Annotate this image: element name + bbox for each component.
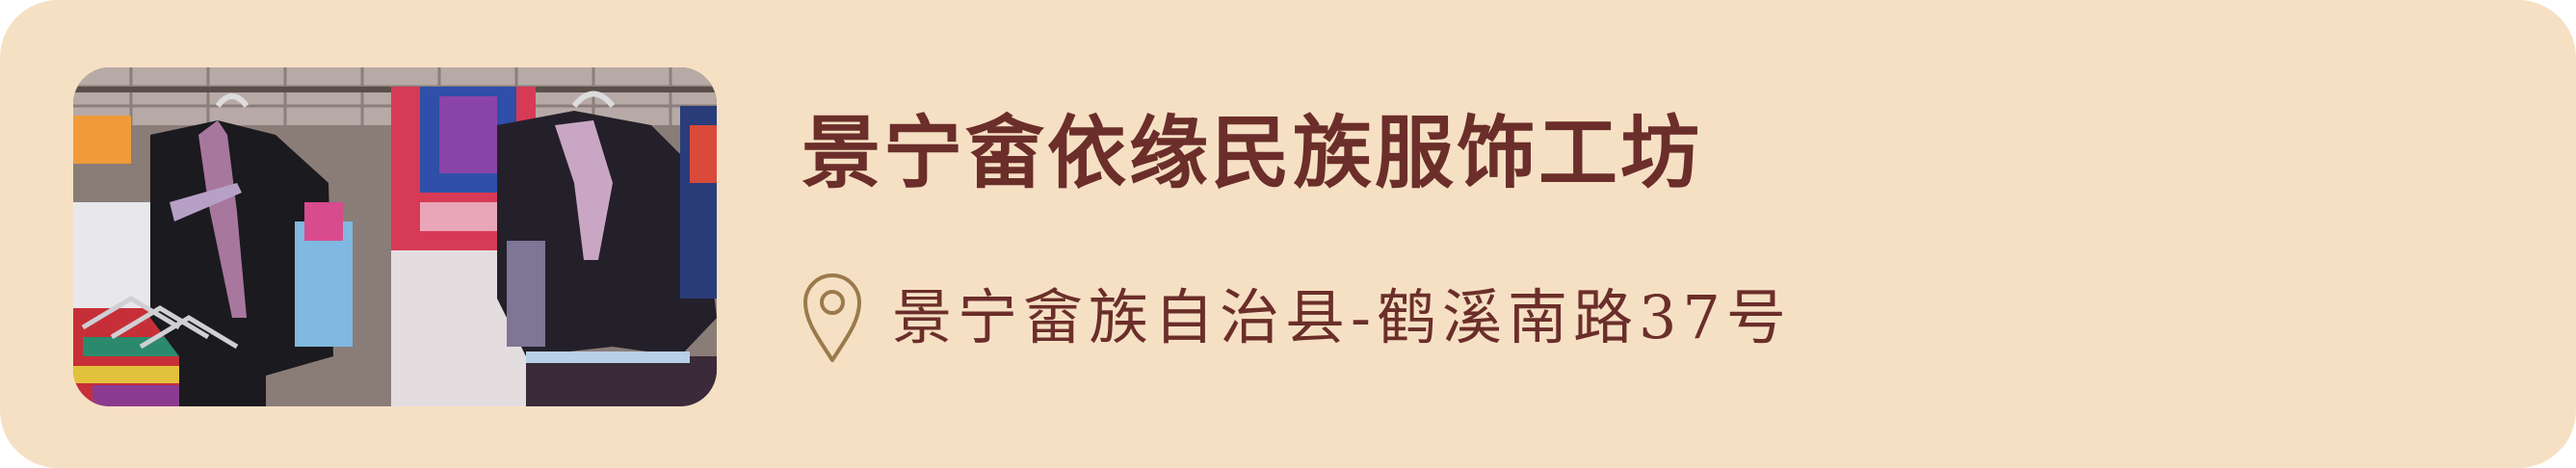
shop-address: 景宁畲族自治县-鹤溪南路37号 (892, 282, 1792, 352)
shop-photo (73, 67, 717, 406)
map-pin-icon (803, 273, 861, 362)
address-row: 景宁畲族自治县-鹤溪南路37号 (802, 272, 1792, 364)
shop-name: 景宁畲依缘民族服饰工坊 (802, 107, 1703, 199)
ethnic-clothing-image (73, 67, 717, 406)
